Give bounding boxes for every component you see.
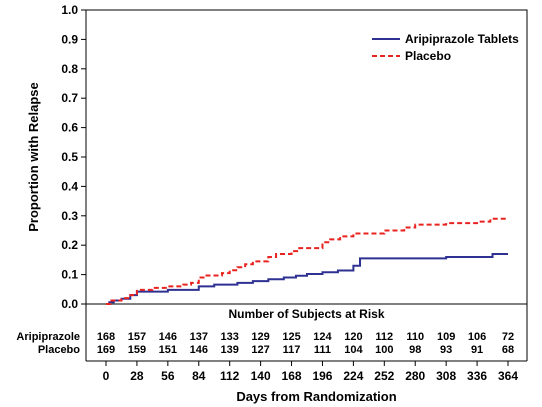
y-tick-label: 0.7 — [61, 91, 78, 105]
plot-border — [85, 9, 528, 361]
x-tick-label: 364 — [498, 369, 518, 383]
risk-cell: 109 — [437, 331, 455, 343]
risk-row-label: Aripiprazole — [16, 331, 80, 343]
x-tick-label: 0 — [103, 369, 110, 383]
x-tick-label: 140 — [251, 369, 271, 383]
y-tick-label: 0.6 — [61, 121, 78, 135]
risk-cell: 117 — [283, 344, 301, 356]
y-tick-label: 0.0 — [61, 297, 78, 311]
legend-label: Aripiprazole Tablets — [405, 32, 519, 46]
series-line-placebo — [106, 217, 508, 305]
risk-cell: 106 — [468, 331, 486, 343]
x-tick-label: 112 — [220, 369, 240, 383]
risk-row-label: Placebo — [38, 344, 80, 356]
x-axis-title: Days from Randomization — [236, 389, 396, 404]
risk-cell: 98 — [409, 344, 421, 356]
risk-cell: 100 — [375, 344, 393, 356]
legend-label: Placebo — [405, 49, 451, 63]
y-tick-label: 0.8 — [61, 62, 78, 76]
y-tick-label: 0.1 — [61, 268, 78, 282]
risk-cell: 68 — [502, 344, 514, 356]
risk-cell: 146 — [159, 331, 177, 343]
risk-cell: 133 — [221, 331, 239, 343]
risk-cell: 91 — [471, 344, 483, 356]
risk-cell: 168 — [97, 331, 115, 343]
x-tick-label: 168 — [282, 369, 302, 383]
plot-frame — [85, 9, 528, 361]
legend: Aripiprazole Tablets Placebo — [372, 32, 519, 63]
y-axis-title: Proportion with Relapse — [26, 82, 41, 232]
risk-cell: 139 — [221, 344, 239, 356]
risk-cell: 129 — [251, 331, 269, 343]
x-tick-label: 196 — [312, 369, 332, 383]
risk-cell: 104 — [344, 344, 363, 356]
risk-cell: 151 — [159, 344, 177, 356]
risk-cell: 112 — [375, 331, 393, 343]
risk-cell: 137 — [190, 331, 208, 343]
risk-cell: 120 — [344, 331, 362, 343]
risk-cell: 124 — [313, 331, 332, 343]
y-tick-label: 0.3 — [61, 209, 78, 223]
y-axis-title-text: Proportion with Relapse — [26, 82, 41, 232]
x-tick-label: 308 — [436, 369, 456, 383]
risk-cell: 110 — [406, 331, 424, 343]
series-layer — [106, 217, 508, 305]
x-axis-ticks: 0 28 56 84 112 140 168 196 224 252 280 308 336 364 — [86, 360, 527, 383]
x-tick-label: 336 — [467, 369, 487, 383]
x-tick-label: 224 — [343, 369, 363, 383]
risk-table-title: Number of Subjects at Risk — [228, 307, 384, 321]
y-tick-label: 0.5 — [61, 150, 78, 164]
risk-cell: 93 — [440, 344, 452, 356]
x-tick-label: 252 — [374, 369, 394, 383]
y-tick-label: 0.9 — [61, 32, 78, 46]
risk-cell: 72 — [502, 331, 514, 343]
x-tick-label: 84 — [192, 369, 206, 383]
risk-table: Number of Subjects at Risk Aripiprazole 16… — [16, 307, 514, 356]
risk-cell: 111 — [314, 344, 331, 356]
risk-cell: 157 — [128, 331, 146, 343]
y-tick-label: 1.0 — [61, 3, 78, 17]
y-axis-ticks: 0.0 0.1 0.2 0.3 0.4 0.5 0.6 0.7 0.8 0.9 1.0 — [61, 3, 86, 311]
risk-cell: 169 — [97, 344, 115, 356]
x-tick-label: 280 — [405, 369, 425, 383]
risk-cell: 127 — [251, 344, 269, 356]
risk-cell: 146 — [190, 344, 208, 356]
x-tick-label: 28 — [130, 369, 144, 383]
x-tick-label: 56 — [161, 369, 175, 383]
y-tick-label: 0.2 — [61, 238, 78, 252]
x-axis-title-text: Days from Randomization — [236, 389, 396, 404]
risk-cell: 125 — [282, 331, 300, 343]
risk-cell: 159 — [128, 344, 146, 356]
y-tick-label: 0.4 — [61, 179, 78, 193]
series-line-aripiprazole — [106, 253, 508, 305]
